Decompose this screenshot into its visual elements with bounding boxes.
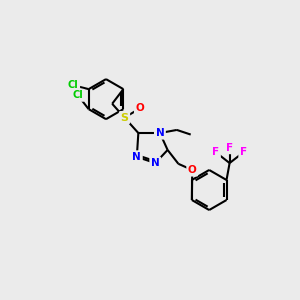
Text: F: F <box>212 147 219 157</box>
Text: O: O <box>136 103 144 113</box>
Text: F: F <box>240 147 247 157</box>
Text: Cl: Cl <box>68 80 79 90</box>
Text: Cl: Cl <box>73 90 83 100</box>
Text: N: N <box>151 158 160 168</box>
Text: O: O <box>188 165 197 175</box>
Text: N: N <box>132 152 141 162</box>
Text: F: F <box>226 143 233 153</box>
Text: S: S <box>121 112 128 123</box>
Text: N: N <box>155 128 164 138</box>
